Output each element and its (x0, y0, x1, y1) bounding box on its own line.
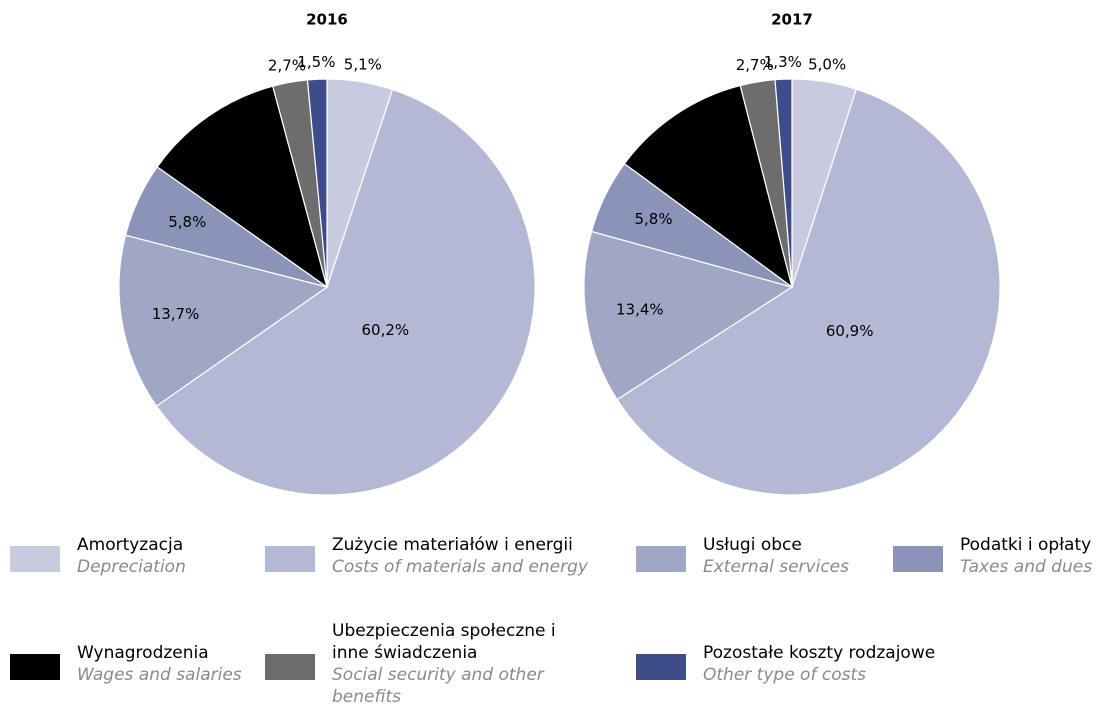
pie-slice (616, 88, 1001, 496)
legend-subtitle: Social security and other benefits (332, 665, 544, 707)
legend-subtitle: Costs of materials and energy (332, 557, 588, 577)
legend-text: Usługi obce External services (703, 534, 1003, 578)
legend-subtitle: Depreciation (77, 557, 186, 577)
value-label: 2,7% (268, 56, 306, 74)
legend-swatch (265, 546, 315, 572)
legend-subtitle: Other type of costs (703, 665, 866, 685)
legend-subtitle: Wages and salaries (77, 665, 242, 685)
legend-name: Amortyzacja (77, 535, 184, 555)
pie-slice (118, 234, 329, 407)
value-label: 5,0% (808, 56, 846, 74)
legend-text: Ubezpieczenia społeczne i inne świadczen… (332, 620, 557, 707)
legend-name: Usługi obce (703, 535, 802, 555)
chart-title: 2016 (306, 11, 348, 29)
value-label: 10,9% (682, 150, 730, 168)
value-label: 13,4% (616, 301, 664, 319)
value-label: 5,1% (344, 56, 382, 74)
legend-text: Amortyzacja Depreciation (77, 534, 377, 578)
value-label: 13,7% (152, 305, 200, 323)
value-label: 11,0% (215, 151, 263, 169)
legend-swatch (636, 546, 686, 572)
value-label: 60,2% (362, 321, 410, 339)
legend-swatch (10, 654, 60, 680)
chart-title: 2017 (771, 11, 813, 29)
legend-swatch (265, 654, 315, 680)
pie-slice (583, 230, 794, 401)
pie-slice (156, 85, 329, 289)
legend-text: Podatki i opłaty Taxes and dues (960, 534, 1104, 578)
pie-slice (155, 88, 536, 496)
legend-name: Ubezpieczenia społeczne i inne świadczen… (332, 621, 556, 663)
legend-text: Wynagrodzenia Wages and salaries (77, 642, 377, 686)
legend-text: Zużycie materiałów i energii Costs of mat… (332, 534, 632, 578)
value-label: 5,8% (635, 210, 673, 228)
legend-swatch (10, 546, 60, 572)
legend-swatch (893, 546, 943, 572)
legend-name: Wynagrodzenia (77, 643, 209, 663)
legend-name: Pozostałe koszty rodzajowe (703, 643, 936, 663)
legend-subtitle: Taxes and dues (960, 557, 1093, 577)
value-label: 5,8% (168, 213, 206, 231)
legend-text: Pozostałe koszty rodzajowe Other type of … (703, 642, 1003, 686)
value-label: 60,9% (826, 322, 874, 340)
pie-slice (306, 78, 328, 288)
value-label: 1,3% (764, 53, 802, 71)
pie-slice (623, 84, 793, 289)
legend-name: Zużycie materiałów i energii (332, 535, 573, 555)
pie-slice (774, 78, 793, 288)
value-label: 2,7% (736, 56, 774, 74)
legend-swatch (636, 654, 686, 680)
value-label: 1,5% (297, 53, 335, 71)
legend-subtitle: External services (703, 557, 849, 577)
legend-name: Podatki i opłaty (960, 535, 1092, 555)
